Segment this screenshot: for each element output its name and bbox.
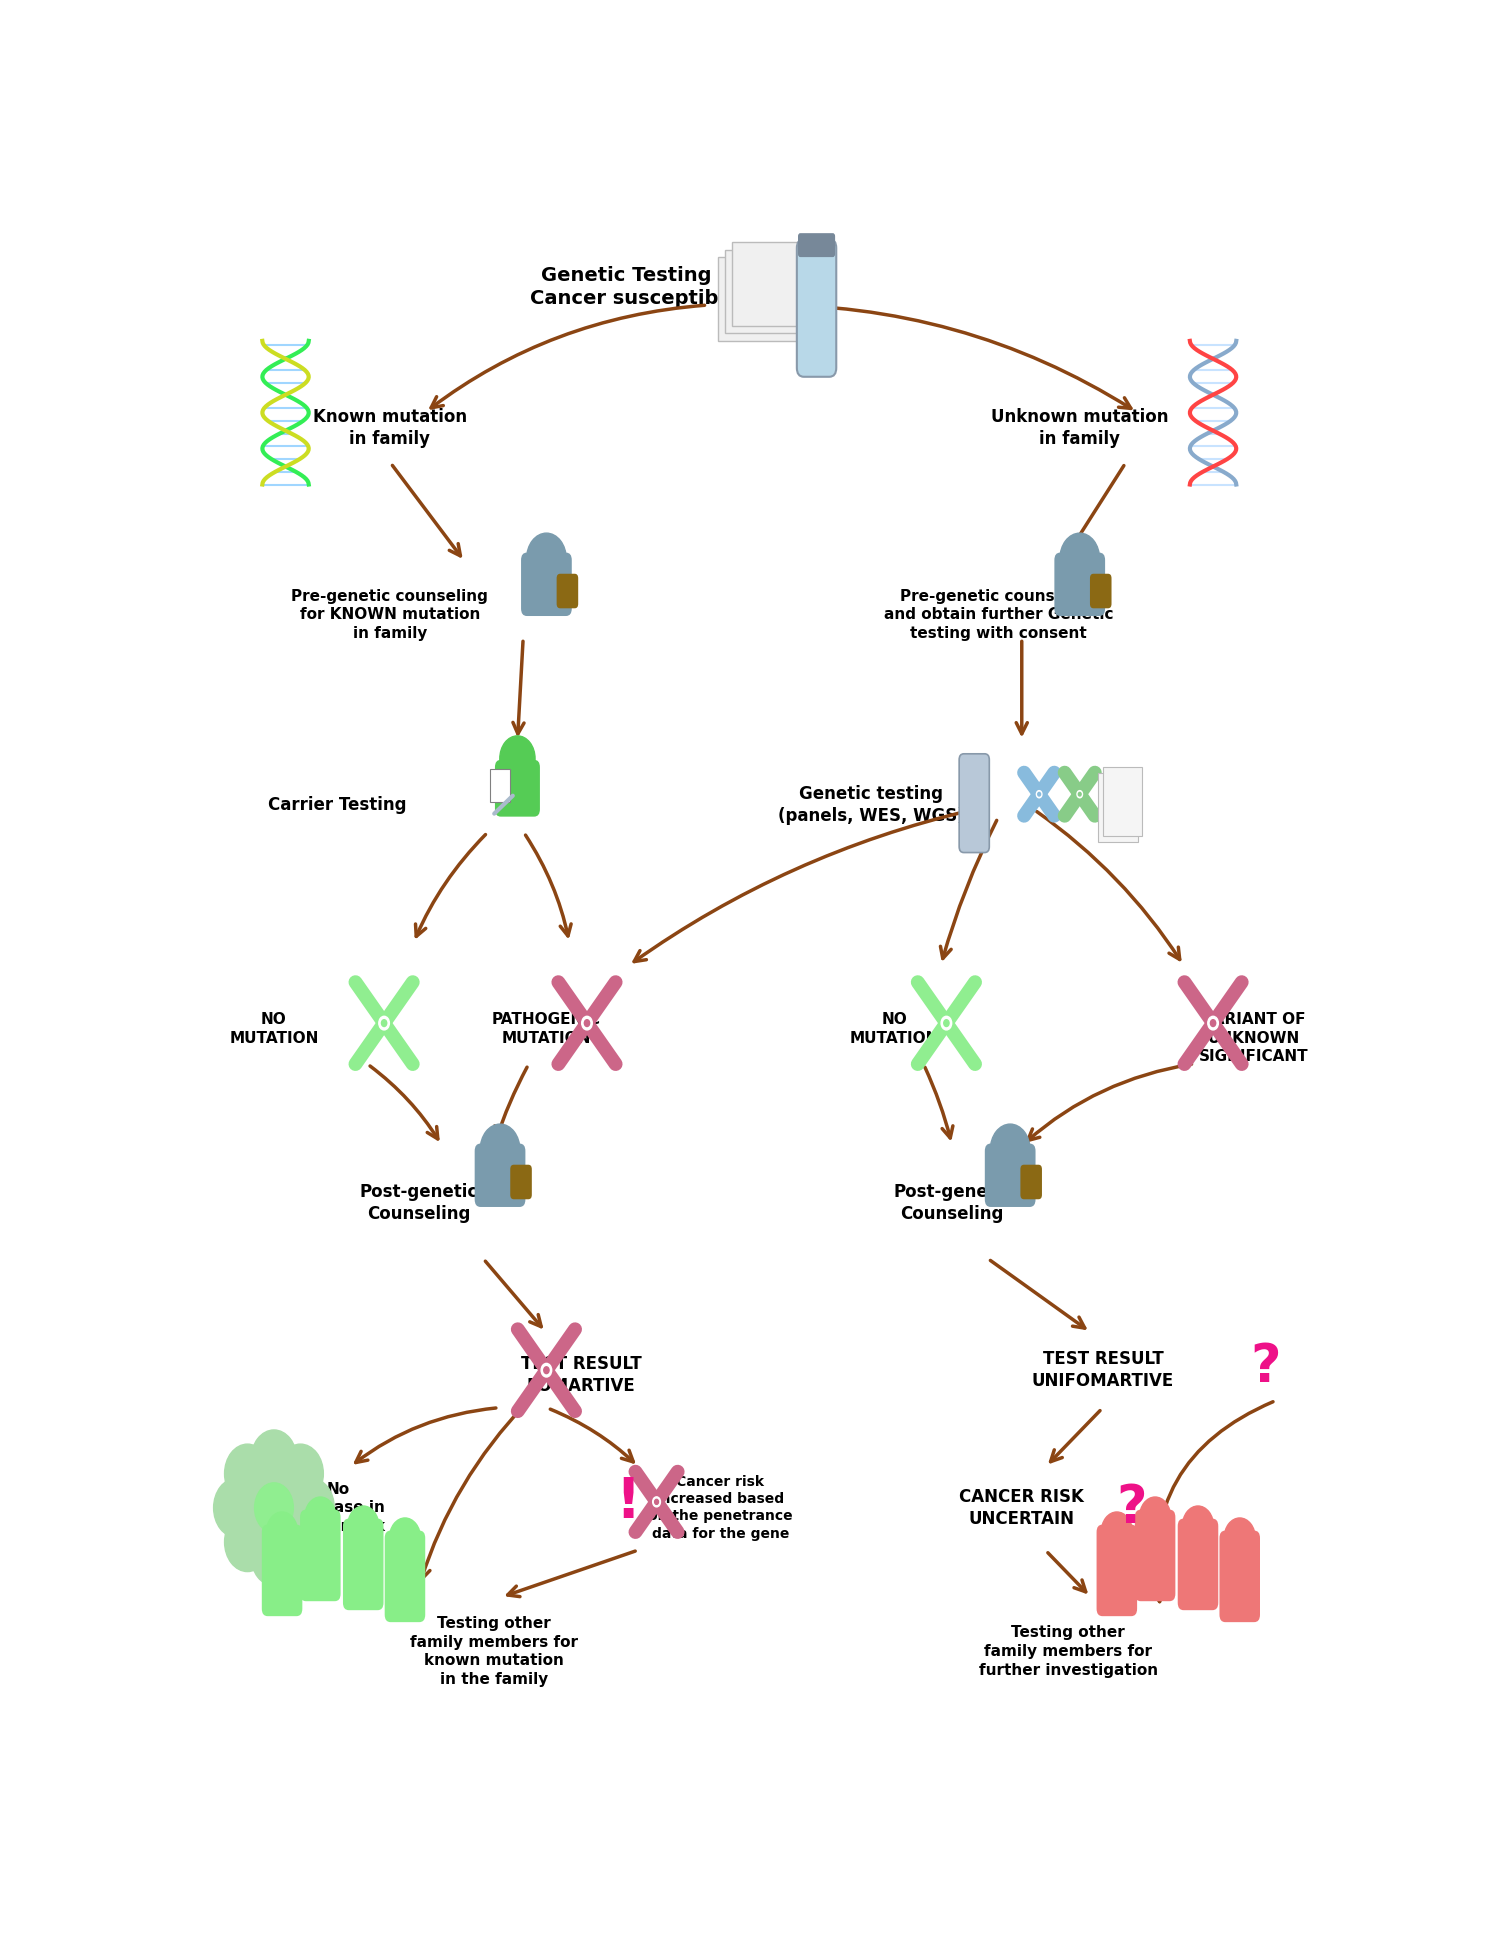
Circle shape	[500, 736, 536, 781]
FancyBboxPatch shape	[384, 1531, 425, 1622]
FancyBboxPatch shape	[301, 1510, 341, 1601]
Circle shape	[381, 1020, 387, 1026]
Text: No
increase in
cancer risk: No increase in cancer risk	[290, 1483, 384, 1533]
FancyBboxPatch shape	[474, 1144, 525, 1207]
Circle shape	[1224, 1517, 1255, 1558]
Text: Testing other
family members for
known mutation
in the family: Testing other family members for known m…	[410, 1617, 579, 1687]
Circle shape	[655, 1500, 658, 1504]
Circle shape	[305, 1496, 337, 1537]
Circle shape	[1210, 1020, 1216, 1026]
FancyBboxPatch shape	[1177, 1519, 1218, 1611]
Circle shape	[1101, 1512, 1132, 1552]
FancyBboxPatch shape	[343, 1519, 383, 1611]
Circle shape	[1077, 791, 1083, 799]
FancyBboxPatch shape	[1098, 773, 1138, 841]
FancyBboxPatch shape	[1219, 1531, 1260, 1622]
Circle shape	[941, 1016, 951, 1030]
Text: Post-genetic
Counseling: Post-genetic Counseling	[359, 1183, 479, 1222]
FancyBboxPatch shape	[1135, 1510, 1176, 1601]
Circle shape	[251, 1527, 296, 1585]
FancyBboxPatch shape	[959, 754, 989, 853]
Circle shape	[389, 1517, 420, 1558]
Text: Genetic testing
(panels, WES, WGS): Genetic testing (panels, WES, WGS)	[778, 785, 965, 824]
Circle shape	[1079, 793, 1082, 797]
Circle shape	[254, 1483, 293, 1533]
Circle shape	[289, 1479, 334, 1537]
Circle shape	[944, 1020, 948, 1026]
Text: Unknown mutation
in family: Unknown mutation in family	[990, 408, 1168, 447]
Circle shape	[480, 1125, 521, 1176]
Circle shape	[251, 1430, 296, 1488]
Text: ?: ?	[1251, 1341, 1281, 1393]
Text: VARIANT OF
UNKNOWN
SIGNIFICANT: VARIANT OF UNKNOWN SIGNIFICANT	[1198, 1012, 1309, 1065]
Circle shape	[582, 1016, 592, 1030]
Text: TEST RESULT
FOMARTIVE: TEST RESULT FOMARTIVE	[521, 1354, 642, 1395]
Circle shape	[527, 532, 567, 585]
Text: Pre-genetic counseling
for KNOWN mutation
in family: Pre-genetic counseling for KNOWN mutatio…	[292, 589, 488, 641]
Circle shape	[1038, 793, 1041, 797]
FancyBboxPatch shape	[510, 1164, 531, 1199]
Circle shape	[543, 1366, 549, 1374]
FancyBboxPatch shape	[984, 1144, 1035, 1207]
FancyBboxPatch shape	[797, 239, 836, 377]
Circle shape	[278, 1512, 323, 1572]
FancyBboxPatch shape	[521, 552, 571, 616]
Text: Genetic Testing for
Cancer susceptibility: Genetic Testing for Cancer susceptibilit…	[530, 266, 760, 309]
Circle shape	[224, 1512, 271, 1572]
Text: NO
MUTATION: NO MUTATION	[850, 1012, 939, 1045]
Circle shape	[347, 1506, 378, 1547]
Circle shape	[266, 1512, 298, 1552]
Circle shape	[1059, 532, 1100, 585]
Text: CANCER RISK
UNCERTAIN: CANCER RISK UNCERTAIN	[959, 1488, 1085, 1527]
Circle shape	[1182, 1506, 1213, 1547]
Circle shape	[1140, 1496, 1171, 1537]
Text: Cancer risk
increased based
on the penetrance
data for the gene: Cancer risk increased based on the penet…	[648, 1475, 793, 1541]
Circle shape	[542, 1364, 552, 1378]
Text: ?: ?	[1116, 1483, 1147, 1533]
Text: Known mutation
in family: Known mutation in family	[313, 408, 467, 447]
Circle shape	[1207, 1016, 1218, 1030]
FancyBboxPatch shape	[262, 1525, 302, 1617]
FancyBboxPatch shape	[489, 769, 510, 802]
FancyBboxPatch shape	[557, 573, 577, 608]
Circle shape	[585, 1020, 589, 1026]
Circle shape	[1037, 791, 1041, 799]
Text: Pre-genetic counseling
and obtain further Genetic
testing with consent: Pre-genetic counseling and obtain furthe…	[884, 589, 1113, 641]
FancyBboxPatch shape	[1097, 1525, 1137, 1617]
Text: Post-genetic
Counseling: Post-genetic Counseling	[893, 1183, 1011, 1222]
FancyBboxPatch shape	[1020, 1164, 1041, 1199]
FancyBboxPatch shape	[726, 249, 808, 334]
Circle shape	[652, 1496, 660, 1508]
Text: Carrier Testing: Carrier Testing	[268, 797, 407, 814]
Circle shape	[214, 1479, 259, 1537]
FancyBboxPatch shape	[797, 233, 835, 256]
Circle shape	[278, 1444, 323, 1504]
FancyBboxPatch shape	[1091, 573, 1112, 608]
FancyBboxPatch shape	[732, 243, 815, 326]
FancyBboxPatch shape	[718, 256, 802, 340]
Text: NO
MUTATION: NO MUTATION	[229, 1012, 319, 1045]
FancyBboxPatch shape	[1103, 767, 1143, 835]
Circle shape	[990, 1125, 1031, 1176]
FancyBboxPatch shape	[1055, 552, 1106, 616]
Text: Testing other
family members for
further investigation: Testing other family members for further…	[978, 1626, 1158, 1677]
Circle shape	[224, 1444, 271, 1504]
Circle shape	[378, 1016, 389, 1030]
Text: !: !	[615, 1475, 640, 1529]
Text: TEST RESULT
UNIFOMARTIVE: TEST RESULT UNIFOMARTIVE	[1032, 1350, 1174, 1391]
FancyBboxPatch shape	[495, 760, 540, 816]
Text: PATHOGENIC
MUTATION: PATHOGENIC MUTATION	[492, 1012, 601, 1045]
